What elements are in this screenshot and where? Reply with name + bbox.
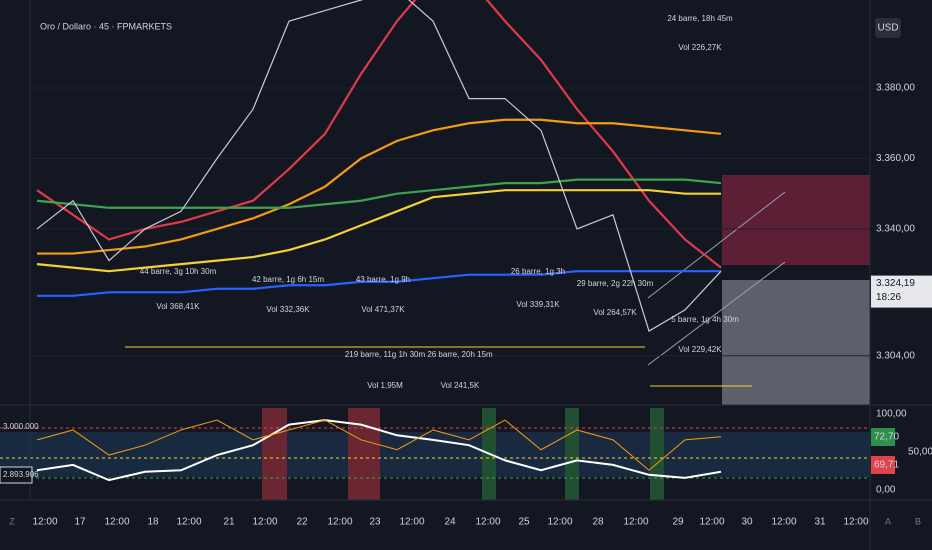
target-zone (722, 280, 870, 405)
osc-value: 72,70 (874, 432, 899, 443)
time-label: 12:00 (327, 517, 352, 528)
osc-levels (0, 427, 870, 479)
measure-label: Vol 368,41K (156, 302, 200, 311)
moving-average (36, 178, 722, 209)
moving-average (36, 189, 721, 273)
time-label: 25 (518, 517, 530, 528)
short-risk-zone (722, 175, 870, 265)
osc-mid-label: 50,00 (908, 447, 932, 458)
measure-label: 24 barre, 18h 45m (667, 14, 733, 23)
measure-label: 5 barre, 1g 4h 30m (671, 315, 739, 324)
time-label: 12:00 (699, 517, 724, 528)
channel (647, 191, 786, 366)
measure-label: 42 barre, 1g 6h 15m (252, 275, 324, 284)
osc-left-label: 2.893.906 (3, 470, 39, 479)
last-price: 3.324,19 (876, 278, 915, 289)
moving-average (36, 0, 722, 269)
price-line (36, 0, 722, 332)
measure-label: Vol 264,57K (593, 308, 637, 317)
corner-button[interactable]: A (885, 516, 891, 526)
measure-label: 29 barre, 2g 22h 30m (577, 279, 654, 288)
time-label: 12:00 (475, 517, 500, 528)
time-label: 12:00 (399, 517, 424, 528)
currency-button[interactable] (875, 18, 901, 38)
measure-label: Vol 1,95M (367, 381, 403, 390)
time-label: 12:00 (252, 517, 277, 528)
time-label: 21 (223, 517, 235, 528)
time-label: 22 (296, 517, 308, 528)
time-label: 23 (369, 517, 381, 528)
price-tick-label: 3.360,00 (876, 153, 915, 164)
measure-label: 26 barre, 1g 3h (511, 267, 565, 276)
measure-label: 219 barre, 11g 1h 30m (345, 350, 426, 359)
measure-label: Vol 241,5K (441, 381, 480, 390)
moving-average (37, 270, 721, 297)
price-tick-label: 3.340,00 (876, 224, 915, 235)
corner-button[interactable]: Z (9, 516, 15, 526)
chart-title: Oro / Dollaro · 45 · FPMARKETS (40, 21, 172, 31)
main-series (36, 0, 722, 332)
time-label: 28 (592, 517, 604, 528)
currency[interactable]: USD (877, 23, 898, 34)
osc-value: 69,71 (874, 460, 899, 471)
moving-average (37, 118, 722, 255)
time-label: 24 (444, 517, 456, 528)
time-label: 12:00 (771, 517, 796, 528)
osc-tick-label: 100,00 (876, 409, 907, 420)
measure-label: Vol 229,42K (678, 345, 722, 354)
measure-label: 44 barre, 3g 10h 30m (140, 267, 217, 276)
time-label: 12:00 (547, 517, 572, 528)
osc-series (36, 419, 722, 482)
last-price-box (871, 275, 932, 308)
osc-left-box (0, 466, 33, 484)
osc-left-label: 3.000.000 (3, 422, 39, 431)
time-label: 17 (74, 517, 86, 528)
price-tick-label: 3.380,00 (876, 83, 915, 94)
time-label: 12:00 (32, 517, 57, 528)
measure-label: Vol 226,27K (678, 43, 722, 52)
osc-line (36, 419, 722, 471)
osc-value-box (871, 456, 895, 474)
time-label: 18 (147, 517, 159, 528)
osc-tick-label: 0,00 (876, 485, 896, 496)
range-arrows (125, 346, 752, 387)
countdown: 18:26 (876, 292, 901, 303)
corner-button[interactable]: B (915, 516, 921, 526)
measure-label: 43 barre, 1g 9h (356, 275, 410, 284)
time-label: 31 (814, 517, 826, 528)
time-label: 12:00 (623, 517, 648, 528)
time-label: 30 (741, 517, 753, 528)
measure-label: 26 barre, 20h 15m (427, 350, 493, 359)
measure-label: Vol 332,36K (266, 305, 310, 314)
osc-line (36, 419, 722, 482)
measure-label: Vol 339,31K (516, 300, 560, 309)
measure-label: Vol 471,37K (361, 305, 405, 314)
price-tick-label: 3.304,00 (876, 350, 915, 361)
time-label: 12:00 (176, 517, 201, 528)
time-label: 29 (672, 517, 684, 528)
time-label: 12:00 (104, 517, 129, 528)
time-label: 12:00 (843, 517, 868, 528)
osc-value-box (871, 428, 895, 446)
